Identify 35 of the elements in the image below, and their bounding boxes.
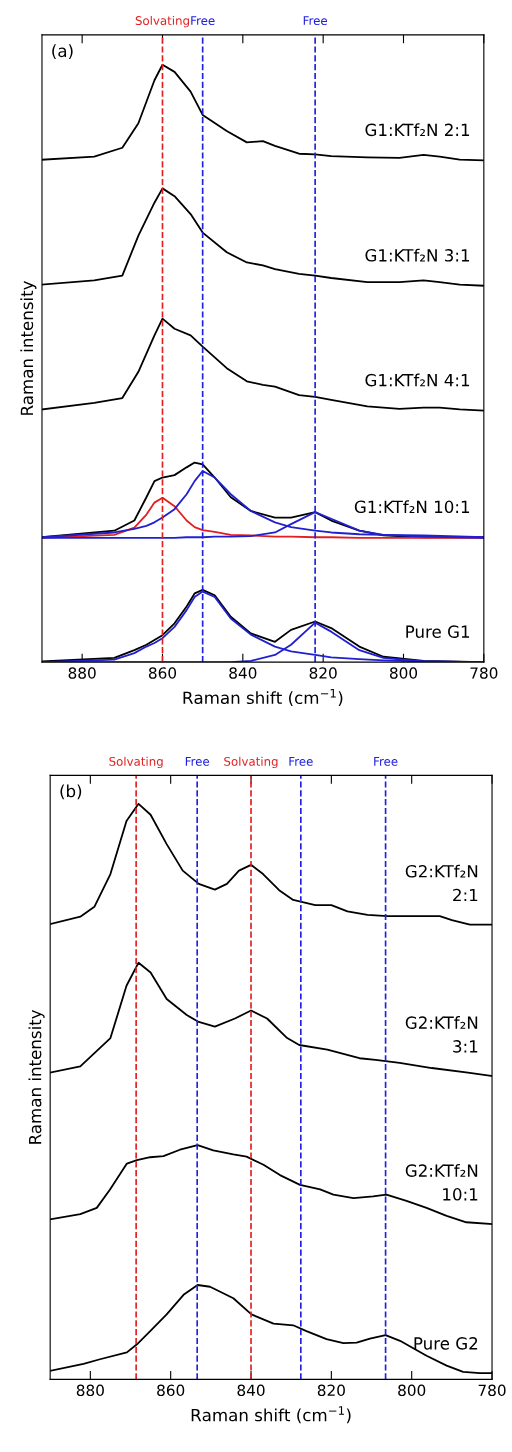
ref-line-label: Solvating [135,15,189,28]
x-tick-label: 800 [389,667,418,679]
x-axis-title: Raman shift (cm$^{−1}$) [183,688,343,707]
x-tick-label: 840 [237,1384,265,1397]
ref-line-label: Free [374,757,398,766]
ref-line-label: Free [303,16,328,26]
series-label: G2:KTf₂N 2:1 [405,864,478,902]
ref-line-label: Solvating [109,756,163,769]
x-tick-label: 880 [76,1384,104,1397]
ref-line-label: Free [289,757,313,766]
series-label: G1:KTf₂N 2:1 [365,123,470,137]
x-tick-label: 820 [309,667,337,679]
series-label: G2:KTf₂N 3:1 [405,1016,478,1053]
y-axis-title: Raman intensity [20,280,37,415]
x-axis-title: Raman shift (cm$^{−1}$) [191,1406,351,1424]
x-tick-label: 780 [470,667,498,679]
x-tick-label: 820 [317,1384,345,1397]
text: (a) [52,44,73,60]
ref-line-label: Solvating [224,756,278,769]
text: (b) [60,784,82,800]
series-label: G2:KTf₂N 10:1 [405,1163,478,1201]
x-tick-label: 860 [148,667,177,679]
series-label: Pure G1 [406,625,470,638]
ref-line-label: Free [185,757,210,766]
series-label: G1:KTf₂N 10:1 [354,500,470,514]
ref-line-label: Free [191,16,215,26]
series-label: G1:KTf₂N 3:1 [365,248,470,262]
x-tick-label: 860 [157,1384,185,1397]
series-label: G1:KTf₂N 4:1 [365,373,470,387]
y-axis-title: Raman intensity [28,1009,45,1144]
x-tick-label: 800 [398,1384,426,1397]
x-tick-label: 780 [478,1384,506,1397]
x-tick-label: 880 [68,667,96,679]
series-label: Pure G2 [414,1337,478,1350]
x-tick-label: 840 [229,667,257,679]
